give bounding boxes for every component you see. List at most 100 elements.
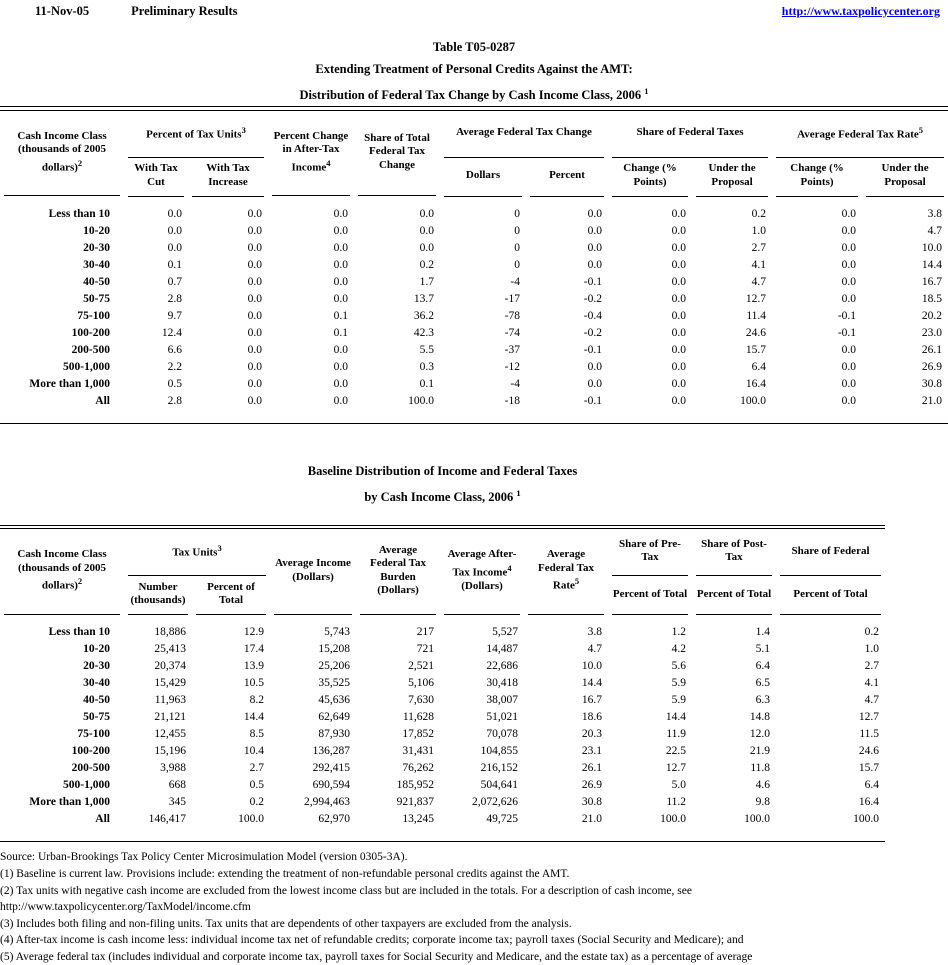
column-header-with-tax-increase: With Tax Increase [188, 158, 268, 197]
row-label: 40-50 [83, 694, 110, 707]
cell: 15,196 [154, 745, 186, 758]
cell: 0.3 [419, 360, 434, 373]
cell: 0.0 [841, 377, 857, 390]
table-row: 20-30 20,374 13.9 25,206 2,521 22,686 10.0 5.6 6… [0, 658, 885, 675]
cell: 0.0 [419, 207, 434, 220]
cell: 0.0 [841, 224, 857, 237]
group-header-avg-fed-tax-change: Average Federal Tax Change [440, 111, 608, 158]
cell: 14.4 [921, 258, 943, 271]
cell: 5.9 [671, 694, 687, 707]
cell: 35,525 [318, 677, 351, 690]
table-row: 200-500 6.6 0.0 0.0 5.5 -37 -0.1 0.0 15.7 0.0 26.1 [0, 342, 948, 359]
cell: 292,415 [312, 762, 351, 775]
cell: 2.2 [167, 360, 182, 373]
cell: 15.7 [745, 343, 767, 356]
cell: 11.5 [859, 728, 880, 741]
cell: 21,121 [154, 711, 186, 724]
cell: 0.0 [671, 224, 687, 237]
cell: -17 [504, 292, 520, 305]
row-label: All [95, 394, 110, 407]
site-link[interactable]: http://www.taxpolicycenter.org [781, 4, 940, 18]
cell: 18,886 [154, 626, 186, 639]
cell: 70,078 [486, 728, 519, 741]
cell: 21.9 [749, 745, 771, 758]
cell: 0.1 [167, 258, 182, 271]
cell: -37 [504, 343, 520, 356]
row-label: 75-100 [77, 728, 110, 741]
tax-change-table: Cash Income Class (thousands of 2005 dol… [0, 111, 948, 424]
cell: 0.0 [247, 309, 262, 322]
group-header-share-post-tax: Share of Post-Tax [692, 529, 776, 577]
cell: 4.7 [864, 694, 880, 707]
cell: 0.0 [333, 394, 348, 407]
cell: 42.3 [413, 326, 434, 339]
cell: 100.0 [740, 394, 767, 407]
column-header-post-tax-percent-total: Percent of Total [692, 576, 776, 616]
cell: 14.8 [749, 711, 771, 724]
cell: 0.0 [247, 207, 262, 220]
cell: 14,487 [486, 643, 519, 656]
row-label: All [95, 813, 110, 826]
cell: 104,855 [480, 745, 519, 758]
cell: 0.0 [333, 377, 348, 390]
column-header-under-proposal-taxes: Under the Proposal [692, 158, 772, 197]
cell: 12.7 [858, 711, 880, 724]
cell: 1.0 [751, 224, 767, 237]
cell: 18.5 [921, 292, 943, 305]
group-header-share-federal: Share of Federal [776, 529, 885, 577]
cell: 31,431 [402, 745, 435, 758]
cell: 10.4 [243, 745, 265, 758]
cell: 0.0 [333, 207, 348, 220]
cell: 12.7 [745, 292, 767, 305]
cell: 921,837 [396, 796, 435, 809]
table-title-line2: Extending Treatment of Personal Credits … [315, 62, 633, 76]
cell: 15,429 [154, 677, 186, 690]
cell: 6.5 [755, 677, 771, 690]
cell: -4 [510, 275, 520, 288]
cell: 3.8 [927, 207, 943, 220]
cell: 13.7 [413, 292, 434, 305]
cell: 11,628 [402, 711, 435, 724]
cell: 10.0 [581, 660, 603, 673]
cell: 4.7 [927, 224, 943, 237]
table2-title-line1: Baseline Distribution of Income and Fede… [307, 463, 578, 478]
cell: 4.7 [751, 275, 767, 288]
group-header-share-pre-tax: Share of Pre-Tax [608, 529, 692, 577]
cell: 0.0 [247, 377, 262, 390]
table-row: 30-40 0.1 0.0 0.0 0.2 0 0.0 0.0 4.1 0.0 14.4 [0, 257, 948, 274]
row-label: 20-30 [83, 660, 110, 673]
footnote-line: (4) After-tax income is cash income less… [0, 934, 744, 947]
cell: 4.2 [671, 643, 687, 656]
cell: 4.7 [587, 643, 603, 656]
cell: 345 [168, 796, 186, 809]
group-header-percent-tax-units: Percent of Tax Units3 [124, 111, 268, 158]
cell: 146,417 [148, 813, 186, 826]
cell: -0.2 [583, 292, 603, 305]
cell: 36.2 [413, 309, 434, 322]
cell: 5.6 [671, 660, 687, 673]
cell: 14.4 [665, 711, 687, 724]
cell: 10.0 [921, 241, 943, 254]
cell: 17,852 [402, 728, 435, 741]
cell: 26.1 [581, 762, 603, 775]
cell: 0.0 [671, 377, 687, 390]
column-header-avg-income: Average Income (Dollars) [270, 529, 356, 615]
table1-title: Table T05-0287 Extending Treatment of Pe… [0, 36, 948, 106]
cell: 5.1 [755, 643, 771, 656]
cell: 51,021 [486, 711, 519, 724]
cell: 0.0 [671, 275, 687, 288]
row-label: Less than 10 [48, 207, 110, 220]
group-header-share-fed-taxes: Share of Federal Taxes [608, 111, 772, 158]
footnote-line: http://www.taxpolicycenter.org/TaxModel/… [0, 901, 251, 914]
cell: 2.7 [249, 762, 265, 775]
cell: 0.0 [587, 241, 603, 254]
cell: 217 [416, 626, 435, 639]
table-row: 200-500 3,988 2.7 292,415 76,262 216,152 26.1 1… [0, 760, 885, 777]
cell: 23.1 [581, 745, 603, 758]
cell: 0.0 [333, 258, 348, 271]
row-label: 100-200 [71, 326, 110, 339]
row-label: 10-20 [83, 224, 110, 237]
row-label: 200-500 [71, 762, 110, 775]
cell: 0.0 [587, 377, 603, 390]
cell: 14.4 [243, 711, 265, 724]
